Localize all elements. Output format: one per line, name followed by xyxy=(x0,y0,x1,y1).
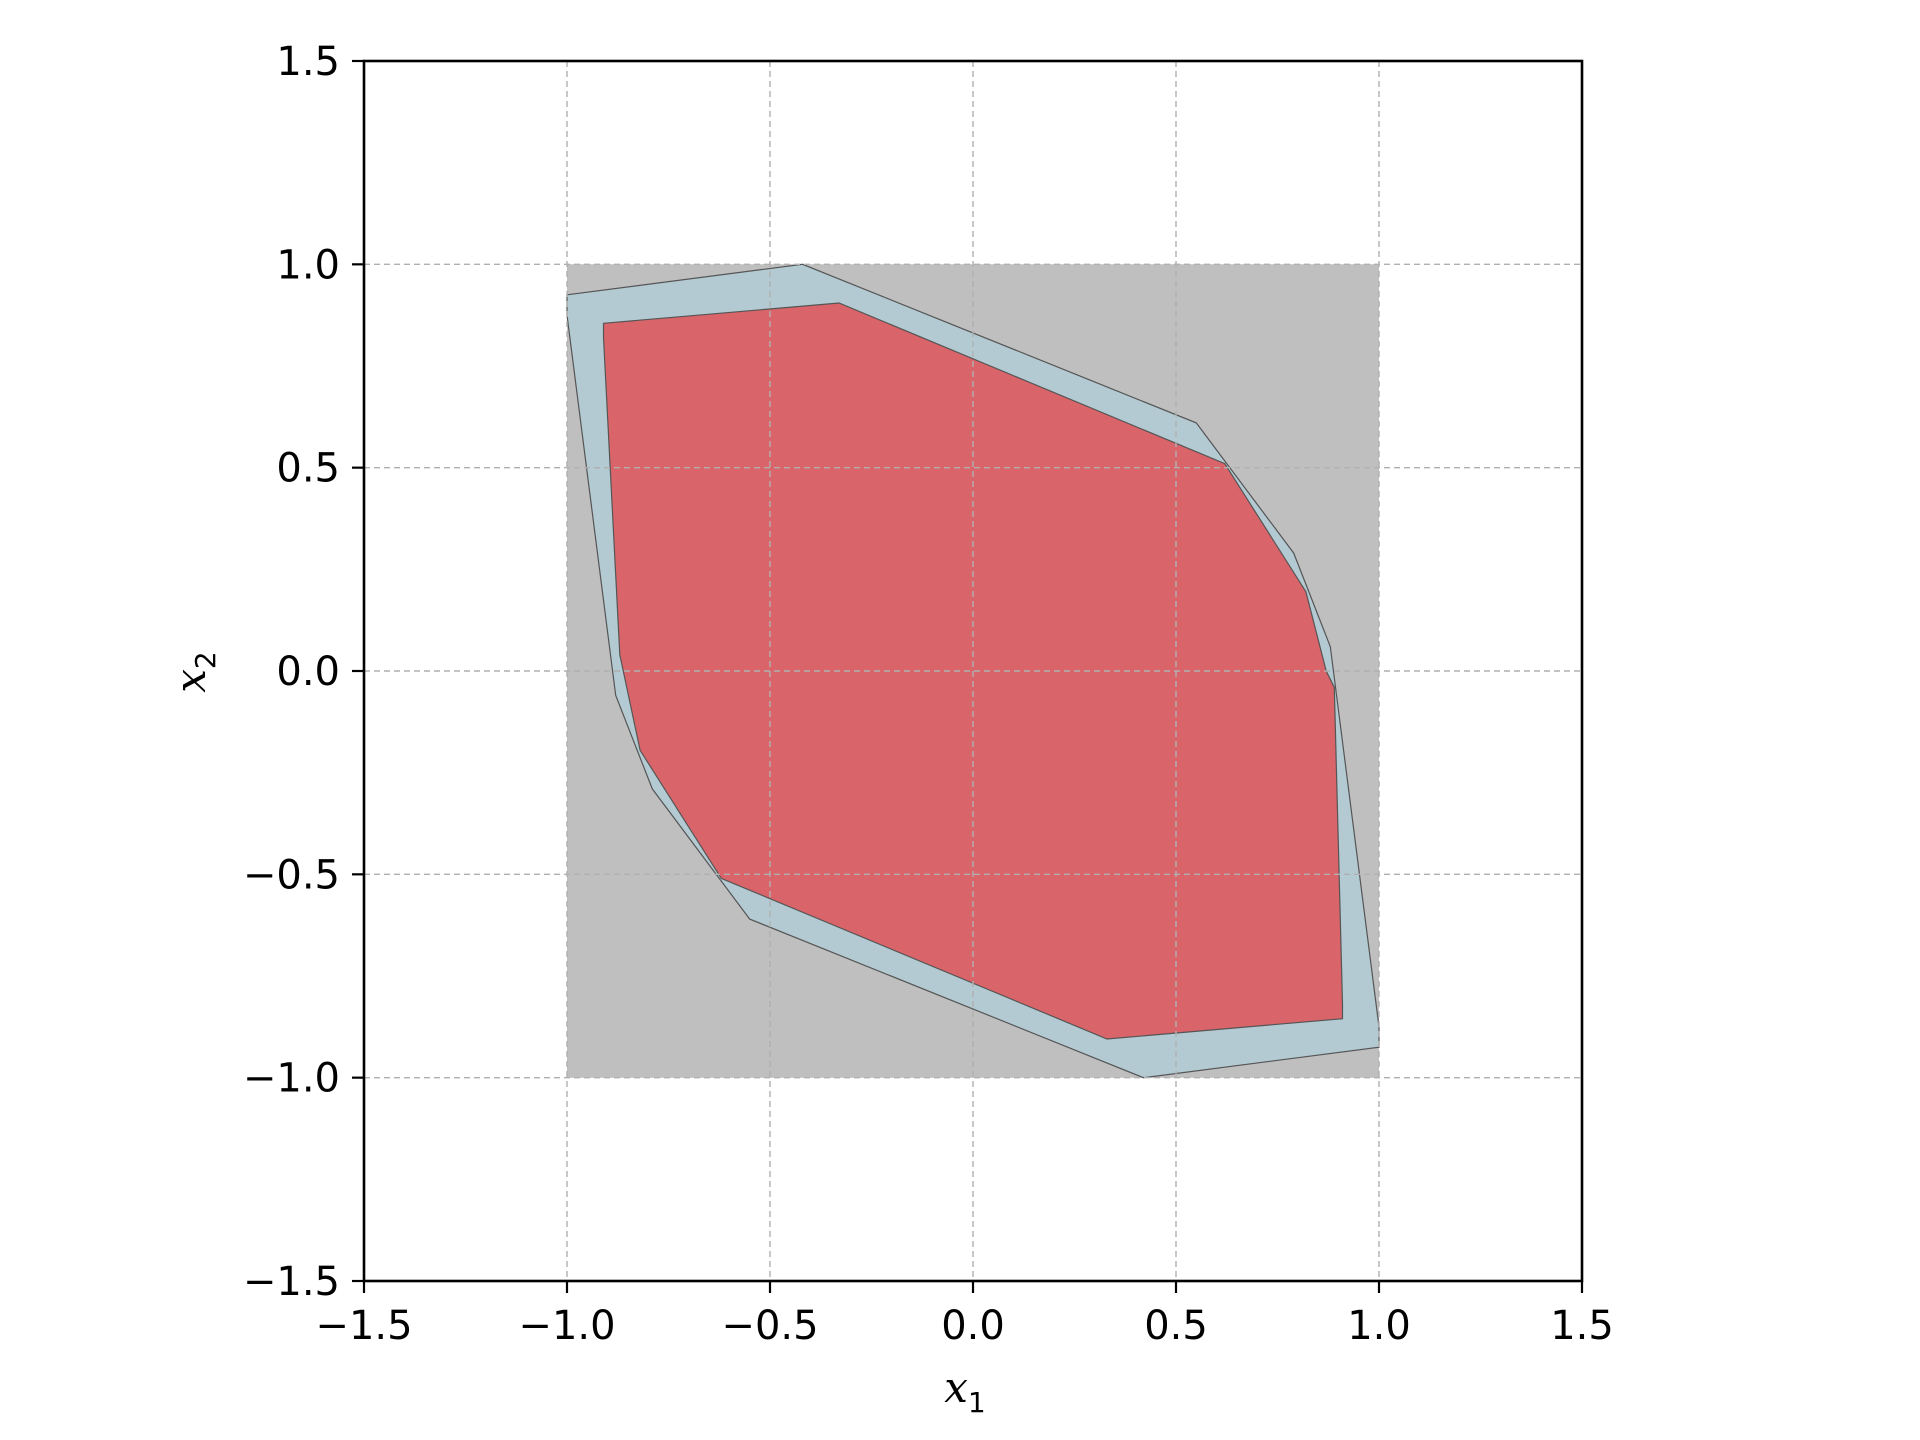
x-axis-label: x1 xyxy=(944,1363,986,1419)
y-tick-label: 0.5 xyxy=(276,446,340,492)
x-tick-label: 0.0 xyxy=(941,1303,1005,1349)
y-tick-label: 1.5 xyxy=(276,39,340,85)
x-tick-label: −1.5 xyxy=(315,1303,412,1349)
y-tick-label: 1.0 xyxy=(276,242,340,288)
y-axis-label: x2 xyxy=(166,651,222,693)
x-tick-label: −1.0 xyxy=(518,1303,615,1349)
x-tick-label: 1.0 xyxy=(1347,1303,1411,1349)
y-tick-label: −0.5 xyxy=(243,852,340,898)
y-tick-label: 0.0 xyxy=(276,649,340,695)
y-tick-label: −1.5 xyxy=(243,1259,340,1305)
ticks-layer: −1.5 −1.0 −0.5 0.0 0.5 1.0 1.5 −1.5 −1.0 −0.5 0.0 0… xyxy=(243,39,1614,1349)
y-tick-label: −1.0 xyxy=(243,1056,340,1102)
x-tick-label: 0.5 xyxy=(1144,1303,1208,1349)
x-tick-label: 1.5 xyxy=(1550,1303,1614,1349)
x-tick-label: −0.5 xyxy=(721,1303,818,1349)
grid-layer xyxy=(363,60,1583,1282)
